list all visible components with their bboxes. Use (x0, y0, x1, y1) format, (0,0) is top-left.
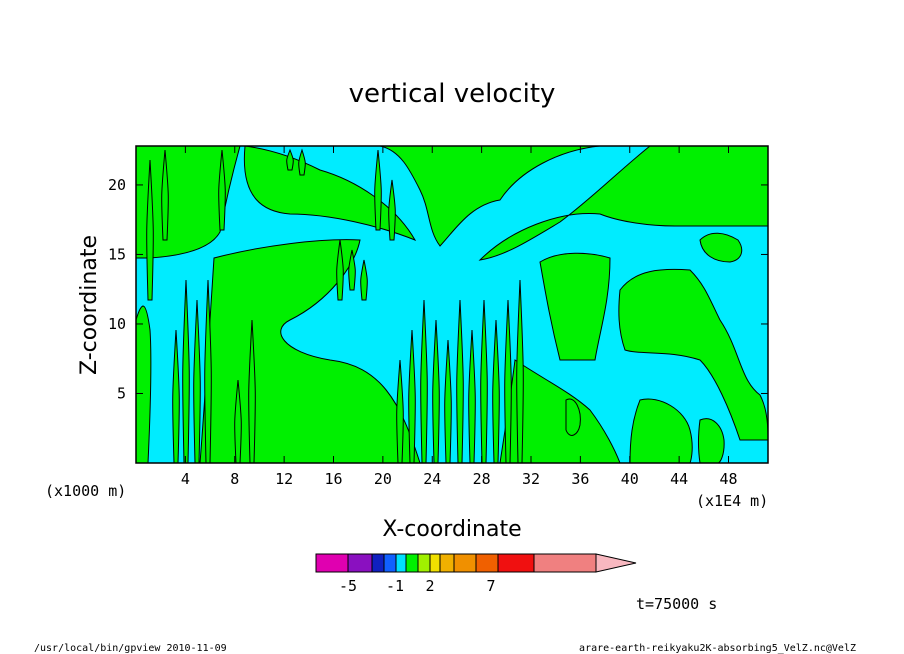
positive-region (629, 398, 693, 463)
x-scale-label: (x1E4 m) (696, 492, 768, 510)
wave-streak (172, 329, 180, 463)
wave-streak (204, 279, 212, 463)
colorbar-swatch (395, 553, 407, 573)
positive-region (136, 305, 152, 463)
x-tick-label: 16 (324, 470, 342, 488)
wave-streak (248, 319, 256, 463)
positive-region (539, 252, 611, 361)
footer-right: arare-earth-reikyaku2K-absorbing5_VelZ.n… (579, 643, 856, 654)
positive-region (478, 146, 768, 261)
x-tick-label: 32 (522, 470, 540, 488)
y-tick-label: 5 (117, 384, 126, 402)
x-tick-label: 48 (719, 470, 737, 488)
wave-streak (492, 319, 500, 463)
positive-region (699, 232, 743, 263)
wave-streak (444, 339, 452, 463)
y-axis-label: Z-coordinate (77, 235, 102, 375)
chart-title: vertical velocity (349, 79, 556, 109)
colorbar: -5 -1 2 7 (315, 553, 637, 595)
positive-region (698, 418, 725, 463)
y-tick-label: 10 (108, 315, 126, 333)
colorbar-swatch (439, 553, 455, 573)
y-scale-label: (x1000 m) (45, 482, 126, 500)
wave-streak (146, 159, 154, 301)
x-tick-label: 44 (670, 470, 688, 488)
colorbar-tick-label: 2 (425, 577, 434, 595)
wave-streak (193, 299, 201, 463)
colorbar-tick-label: -5 (339, 577, 357, 595)
x-tick-label: 40 (621, 470, 639, 488)
wave-streak (432, 319, 440, 463)
wave-streak (504, 299, 512, 463)
wave-streak (374, 149, 382, 231)
wave-streak (348, 249, 356, 291)
wave-streak (468, 329, 476, 463)
x-tick-label: 12 (275, 470, 293, 488)
wave-streak (360, 259, 368, 301)
colorbar-swatch (417, 553, 431, 573)
colorbar-swatch (405, 553, 419, 573)
wave-streak (516, 279, 524, 463)
positive-region (379, 146, 601, 247)
colorbar-swatch (453, 553, 477, 573)
x-axis: 4 8 12 16 20 24 28 32 36 40 44 48 (181, 146, 738, 488)
x-tick-label: 36 (571, 470, 589, 488)
wave-streak (396, 359, 404, 463)
wave-streak (336, 239, 344, 301)
colorbar-swatch (371, 553, 385, 573)
wave-streak (388, 179, 396, 241)
wave-streak (456, 299, 464, 463)
colorbar-swatch (383, 553, 397, 573)
wave-streak (286, 148, 294, 171)
positive-region (243, 146, 417, 241)
x-tick-label: 20 (374, 470, 392, 488)
wave-streak (408, 329, 416, 463)
wave-streak (480, 299, 488, 463)
colorbar-swatch (533, 553, 597, 573)
positive-region (136, 146, 241, 259)
y-axis: 5 10 15 20 (108, 176, 768, 402)
wave-streak (298, 148, 306, 176)
x-tick-label: 8 (230, 470, 239, 488)
colorbar-swatch (429, 553, 441, 573)
positive-region (565, 398, 581, 436)
colorbar-extend-arrow (595, 553, 637, 573)
contour-field (136, 146, 768, 463)
x-tick-label: 4 (181, 470, 190, 488)
y-tick-label: 20 (108, 176, 126, 194)
x-axis-label: X-coordinate (382, 517, 521, 542)
x-tick-label: 24 (423, 470, 441, 488)
colorbar-tick-label: 7 (486, 577, 495, 595)
wave-streak (161, 149, 169, 241)
wave-streak (234, 379, 242, 463)
footer-left: /usr/local/bin/gpview 2010-11-09 (34, 643, 227, 654)
time-label: t=75000 s (636, 595, 717, 613)
x-tick-label: 28 (473, 470, 491, 488)
colorbar-swatch (347, 553, 373, 573)
wave-streak (218, 149, 226, 231)
y-tick-label: 15 (108, 245, 126, 263)
colorbar-tick-label: -1 (386, 577, 404, 595)
colorbar-swatch (497, 553, 535, 573)
colorbar-swatch (315, 553, 349, 573)
wave-streak (420, 299, 428, 463)
plot-frame (135, 145, 769, 464)
colorbar-swatch (475, 553, 499, 573)
wave-streak (182, 279, 190, 463)
